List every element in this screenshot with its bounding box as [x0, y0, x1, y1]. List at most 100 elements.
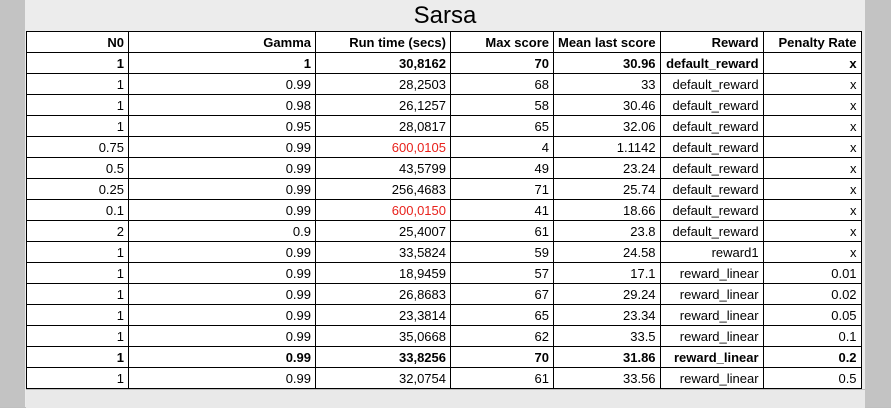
cell-gamma[interactable]: 1	[128, 52, 316, 74]
cell-runtime[interactable]: 18,9459	[315, 262, 451, 284]
cell-runtime[interactable]: 600,0150	[315, 199, 451, 221]
cell-max-score[interactable]: 70	[450, 346, 554, 368]
cell-runtime[interactable]: 600,0105	[315, 136, 451, 158]
cell-n0[interactable]: 0.75	[26, 136, 129, 158]
cell-reward[interactable]: default_reward	[659, 157, 764, 179]
cell-n0[interactable]: 1	[26, 115, 129, 137]
cell-max-score[interactable]: 62	[450, 325, 554, 347]
cell-reward[interactable]: default_reward	[659, 94, 764, 116]
cell-mean-last-score[interactable]: 30.96	[553, 52, 661, 74]
cell-mean-last-score[interactable]: 23.34	[553, 304, 661, 326]
cell-gamma[interactable]: 0.99	[128, 304, 316, 326]
cell-reward[interactable]: default_reward	[659, 220, 764, 242]
cell-n0[interactable]: 1	[26, 346, 129, 368]
cell-n0[interactable]: 1	[26, 367, 129, 389]
cell-max-score[interactable]: 49	[450, 157, 554, 179]
cell-penalty-rate[interactable]: 0.01	[762, 262, 862, 284]
cell-gamma[interactable]: 0.99	[128, 346, 316, 368]
cell-mean-last-score[interactable]: 33.5	[553, 325, 661, 347]
cell-mean-last-score[interactable]: 23.8	[553, 220, 661, 242]
cell-mean-last-score[interactable]: 29.24	[553, 283, 661, 305]
cell-runtime[interactable]: 32,0754	[315, 367, 451, 389]
cell-gamma[interactable]: 0.99	[128, 262, 316, 284]
cell-runtime[interactable]: 28,2503	[315, 73, 451, 95]
cell-gamma[interactable]: 0.99	[128, 241, 316, 263]
cell-mean-last-score[interactable]: 30.46	[553, 94, 661, 116]
cell-mean-last-score[interactable]: 24.58	[553, 241, 661, 263]
cell-reward[interactable]: reward_linear	[659, 304, 764, 326]
cell-penalty-rate[interactable]: x	[762, 241, 862, 263]
cell-reward[interactable]: default_reward	[659, 73, 764, 95]
cell-n0[interactable]: 1	[26, 94, 129, 116]
cell-mean-last-score[interactable]: 31.86	[553, 346, 661, 368]
cell-n0[interactable]: 1	[26, 73, 129, 95]
cell-penalty-rate[interactable]: 0.1	[762, 325, 862, 347]
empty-rows-area[interactable]	[26, 389, 865, 408]
cell-runtime[interactable]: 23,3814	[315, 304, 451, 326]
cell-runtime[interactable]: 26,8683	[315, 283, 451, 305]
cell-penalty-rate[interactable]: x	[762, 136, 862, 158]
header-mean-last-score[interactable]: Mean last score	[553, 31, 661, 53]
cell-gamma[interactable]: 0.98	[128, 94, 316, 116]
cell-penalty-rate[interactable]: 0.02	[762, 283, 862, 305]
cell-gamma[interactable]: 0.95	[128, 115, 316, 137]
cell-gamma[interactable]: 0.99	[128, 199, 316, 221]
cell-max-score[interactable]: 4	[450, 136, 554, 158]
cell-gamma[interactable]: 0.99	[128, 367, 316, 389]
cell-reward[interactable]: reward1	[659, 241, 764, 263]
cell-gamma[interactable]: 0.99	[128, 325, 316, 347]
cell-mean-last-score[interactable]: 33	[553, 73, 661, 95]
cell-mean-last-score[interactable]: 1.1142	[553, 136, 661, 158]
cell-runtime[interactable]: 25,4007	[315, 220, 451, 242]
cell-n0[interactable]: 2	[26, 220, 129, 242]
cell-n0[interactable]: 1	[26, 52, 129, 74]
cell-max-score[interactable]: 71	[450, 178, 554, 200]
cell-max-score[interactable]: 61	[450, 367, 554, 389]
cell-max-score[interactable]: 58	[450, 94, 554, 116]
cell-penalty-rate[interactable]: x	[762, 52, 862, 74]
cell-n0[interactable]: 1	[26, 262, 129, 284]
cell-reward[interactable]: default_reward	[659, 115, 764, 137]
cell-penalty-rate[interactable]: x	[762, 220, 862, 242]
cell-penalty-rate[interactable]: x	[762, 178, 862, 200]
header-n0[interactable]: N0	[26, 31, 129, 53]
cell-reward[interactable]: reward_linear	[659, 367, 764, 389]
cell-gamma[interactable]: 0.99	[128, 157, 316, 179]
cell-reward[interactable]: default_reward	[659, 52, 764, 74]
cell-reward[interactable]: default_reward	[659, 136, 764, 158]
cell-penalty-rate[interactable]: x	[762, 199, 862, 221]
cell-runtime[interactable]: 43,5799	[315, 157, 451, 179]
cell-mean-last-score[interactable]: 33.56	[553, 367, 661, 389]
cell-runtime[interactable]: 28,0817	[315, 115, 451, 137]
cell-penalty-rate[interactable]: 0.5	[762, 367, 862, 389]
cell-reward[interactable]: default_reward	[659, 199, 764, 221]
cell-reward[interactable]: reward_linear	[659, 283, 764, 305]
cell-mean-last-score[interactable]: 18.66	[553, 199, 661, 221]
header-runtime[interactable]: Run time (secs)	[315, 31, 451, 53]
cell-n0[interactable]: 1	[26, 325, 129, 347]
cell-penalty-rate[interactable]: x	[762, 157, 862, 179]
cell-reward[interactable]: reward_linear	[659, 325, 764, 347]
cell-n0[interactable]: 0.5	[26, 157, 129, 179]
cell-runtime[interactable]: 33,8256	[315, 346, 451, 368]
cell-mean-last-score[interactable]: 32.06	[553, 115, 661, 137]
cell-runtime[interactable]: 35,0668	[315, 325, 451, 347]
cell-max-score[interactable]: 65	[450, 304, 554, 326]
cell-reward[interactable]: reward_linear	[659, 346, 764, 368]
cell-runtime[interactable]: 26,1257	[315, 94, 451, 116]
cell-n0[interactable]: 1	[26, 241, 129, 263]
cell-runtime[interactable]: 30,8162	[315, 52, 451, 74]
cell-max-score[interactable]: 57	[450, 262, 554, 284]
cell-reward[interactable]: reward_linear	[659, 262, 764, 284]
header-max-score[interactable]: Max score	[450, 31, 554, 53]
cell-max-score[interactable]: 41	[450, 199, 554, 221]
cell-n0[interactable]: 1	[26, 304, 129, 326]
cell-runtime[interactable]: 256,4683	[315, 178, 451, 200]
cell-gamma[interactable]: 0.99	[128, 73, 316, 95]
cell-penalty-rate[interactable]: 0.05	[762, 304, 862, 326]
cell-max-score[interactable]: 61	[450, 220, 554, 242]
cell-max-score[interactable]: 70	[450, 52, 554, 74]
cell-n0[interactable]: 0.1	[26, 199, 129, 221]
cell-penalty-rate[interactable]: 0.2	[762, 346, 862, 368]
cell-runtime[interactable]: 33,5824	[315, 241, 451, 263]
